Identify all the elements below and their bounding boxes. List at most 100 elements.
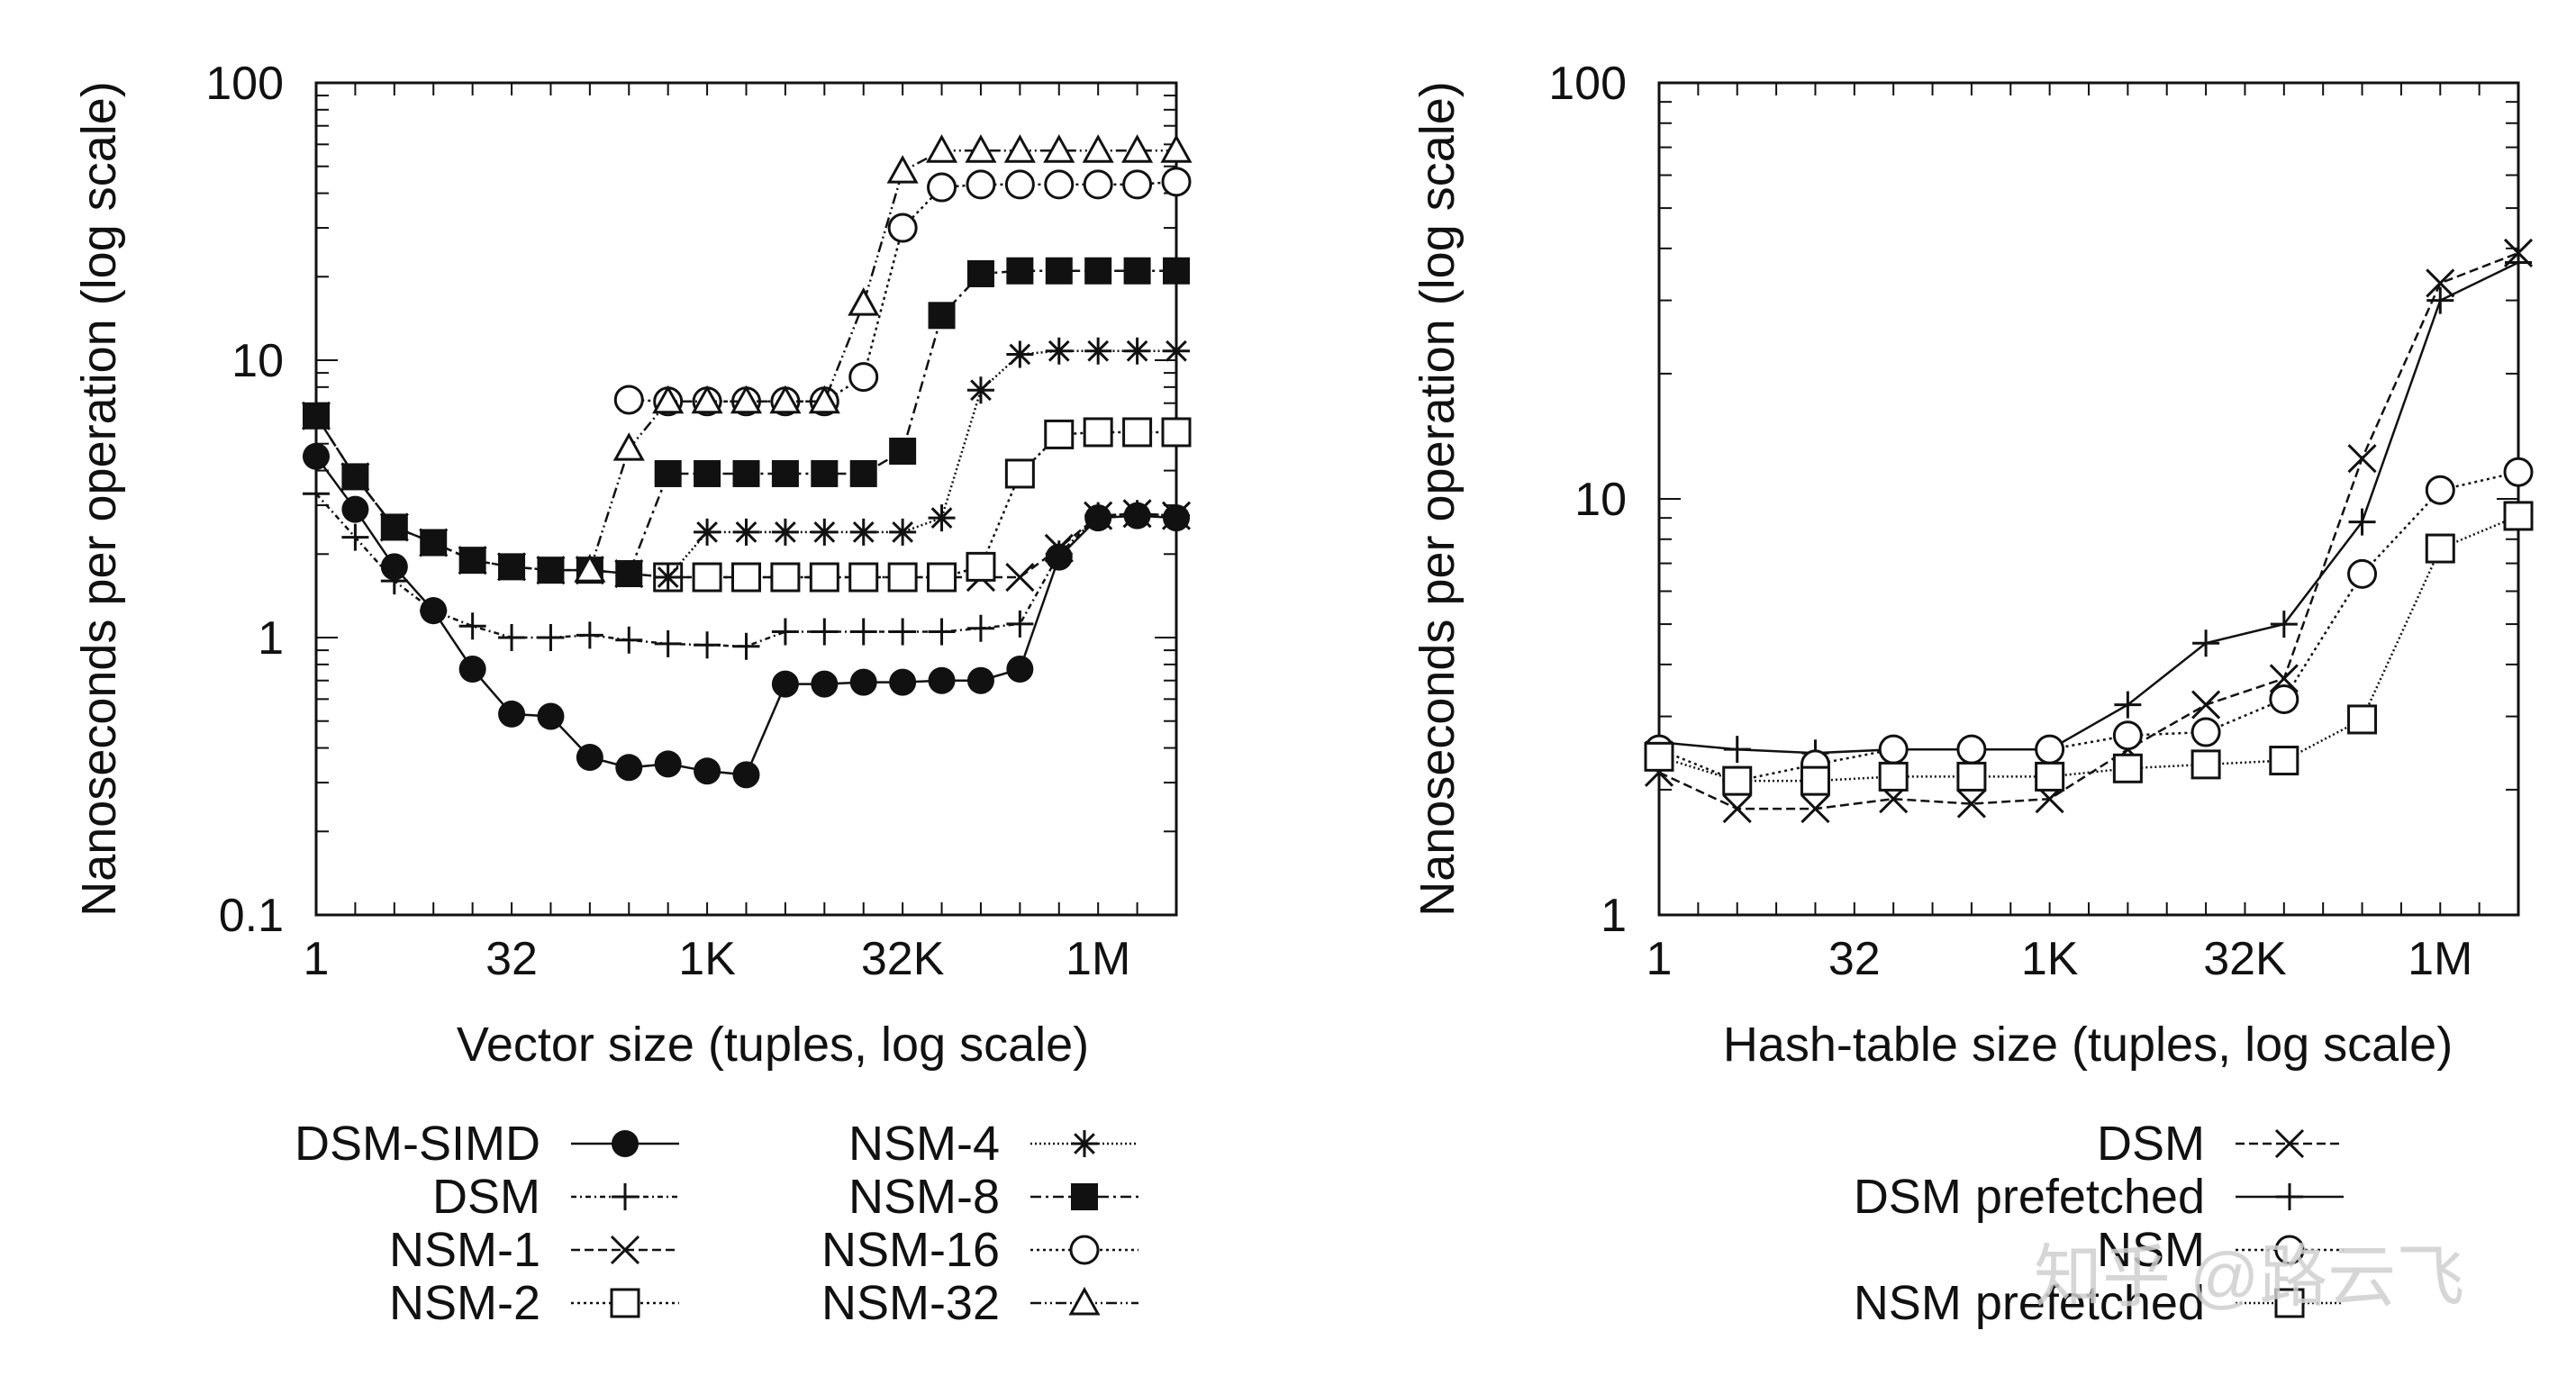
data-point [1723,736,1751,764]
data-point [771,670,799,698]
data-point [1956,734,1987,765]
data-point [1163,257,1190,285]
legend-item: NSM-2 [389,1276,679,1330]
x-tick-labels: 1 32 1K 32K 1M [1646,933,2473,985]
legend-marker [2274,1288,2305,1318]
data-point [928,302,956,330]
data-point [1123,337,1151,365]
series-group [301,134,1193,789]
data-point [2035,761,2065,792]
data-point [1160,134,1193,163]
series-nsm-32 [574,134,1193,583]
data-point [966,169,996,200]
data-point [2269,683,2299,714]
y-tick-label: 100 [205,58,284,110]
watermark-text: 知乎 @路云飞 [2034,1239,2464,1316]
data-point [380,513,408,541]
data-point [615,626,643,654]
data-point [1800,765,1830,796]
data-point [928,666,956,694]
data-point [1045,337,1073,365]
data-point [341,495,369,523]
legend-item: NSM-16 [821,1223,1138,1277]
data-point [2425,533,2455,564]
data-point [889,668,917,696]
legend-label: NSM-16 [821,1223,1000,1277]
data-point [928,504,956,532]
data-point [2191,749,2221,780]
data-point [2269,746,2299,776]
data-point [2425,475,2455,505]
data-point [811,459,839,487]
data-point [731,562,761,593]
data-point [694,518,721,546]
data-point [770,562,801,593]
series-dsm-simd [303,442,1190,789]
legend-item: NSM-32 [821,1276,1138,1330]
legend-label: NSM prefetched [1854,1276,2205,1330]
data-point [1045,257,1073,285]
data-point [1084,501,1113,530]
data-point [927,172,957,203]
data-point [654,459,682,487]
data-point [458,655,486,683]
legend-label: DSM [432,1170,540,1224]
data-point [2270,611,2298,638]
legend-item: DSM [2097,1117,2344,1171]
data-point [1123,257,1151,285]
data-point [537,702,565,730]
data-point [380,567,408,595]
data-point [576,621,603,649]
legend-marker [610,1288,640,1318]
data-point [966,666,994,694]
data-point [887,562,918,593]
x-tick-label: 32 [1828,933,1881,985]
data-point [966,376,994,404]
data-point [692,562,722,593]
data-point [732,632,760,660]
data-point [2426,268,2455,298]
data-point [2035,734,2065,765]
data-point [2112,753,2143,783]
data-point [2114,691,2142,719]
legend-label: NSM-32 [821,1276,1000,1330]
data-point [341,523,369,551]
data-point [811,618,839,646]
legend-marker [2276,1183,2303,1210]
y-tick-label: 10 [1574,474,1627,526]
data-point [1956,789,1986,819]
data-point [809,562,839,593]
data-point [1044,169,1075,200]
legend-label: NSM-1 [389,1223,540,1277]
data-point [1005,562,1035,593]
legend-label: DSM-SIMD [295,1117,540,1171]
legend-marker [1071,1183,1098,1210]
data-point [1082,134,1114,163]
data-point [576,743,603,771]
tick-marks [1658,83,2519,916]
data-point [1122,169,1153,200]
legend-marker [2274,1235,2305,1265]
x-tick-label: 1M [2408,933,2472,985]
data-point [1004,458,1035,489]
legend-item: DSM [432,1170,679,1224]
x-tick-label: 32 [485,933,538,985]
legend-marker [1068,1286,1101,1316]
x-axis-label: Vector size (tuples, log scale) [457,1018,1089,1072]
data-point [1722,765,1753,796]
legend-item: DSM-SIMD [295,1117,679,1171]
data-point [732,518,760,546]
data-point [927,562,957,593]
data-point [2505,249,2532,276]
legend-label: NSM-2 [389,1276,540,1330]
legend-label: DSM prefetched [1854,1170,2205,1224]
data-point [652,385,685,414]
data-point [2347,558,2378,589]
data-point [2503,457,2534,487]
data-point [1006,610,1034,638]
data-point [769,385,802,414]
y-axis-label: Nanoseconds per operation (log scale) [72,81,126,917]
data-point [811,670,839,698]
